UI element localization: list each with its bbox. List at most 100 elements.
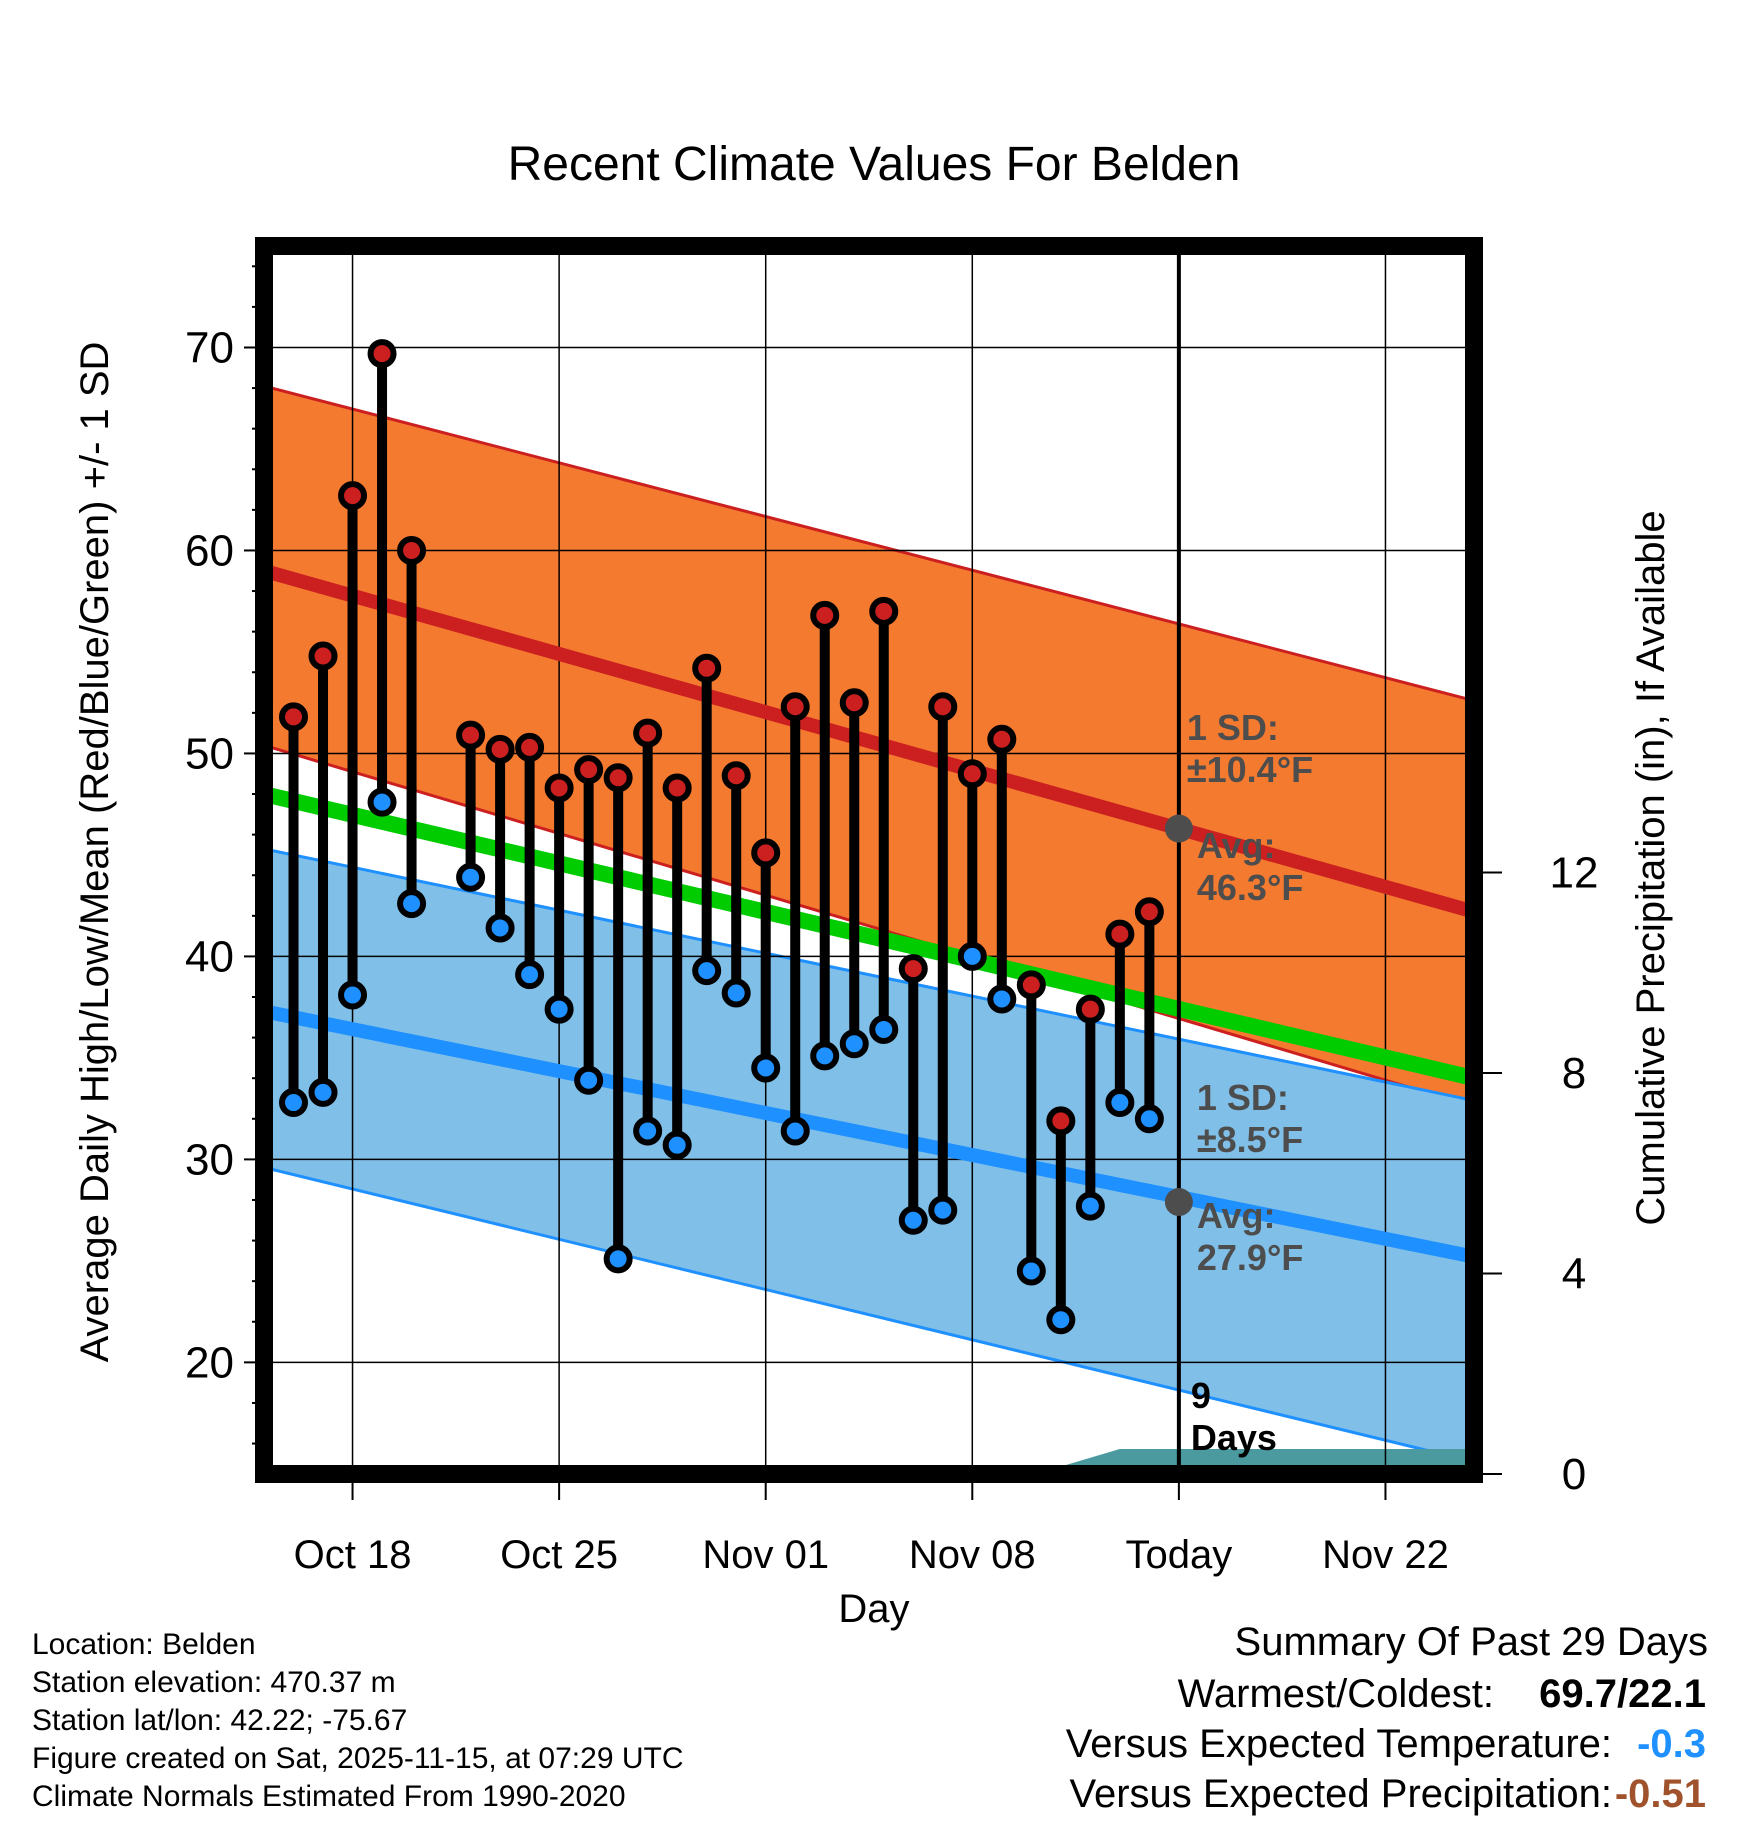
daily-high-point (1016, 970, 1046, 1000)
daily-high-point (810, 600, 840, 630)
plot-content (264, 246, 1474, 1474)
daily-low-point (485, 913, 515, 943)
x-tick-label: Nov 08 (909, 1533, 1036, 1577)
summary-temp-value: -0.3 (1637, 1722, 1706, 1766)
daily-high-point (603, 763, 633, 793)
daily-high-point (574, 755, 604, 785)
daily-low-point (1105, 1088, 1135, 1118)
days-count: 9 (1191, 1375, 1211, 1416)
daily-high-point (721, 761, 751, 791)
daily-low-point (515, 960, 545, 990)
daily-high-point (1046, 1106, 1076, 1136)
daily-low-point (574, 1065, 604, 1095)
info-location: Location: Belden (32, 1628, 256, 1661)
daily-high-point (692, 653, 722, 683)
daily-low-point (633, 1116, 663, 1146)
daily-high-point (780, 692, 810, 722)
daily-low-point (721, 978, 751, 1008)
axes: 20 30 40 50 60 70 0 4 8 12 Oct 18 Oct 25 Nov 01 Nov 0… (185, 237, 1599, 1577)
daily-low-point (987, 984, 1017, 1014)
daily-high-point (1134, 897, 1164, 927)
info-elevation: Station elevation: 470.37 m (32, 1666, 396, 1699)
daily-low-point (839, 1029, 869, 1059)
daily-high-point (898, 954, 928, 984)
daily-high-point (662, 773, 692, 803)
chart-title: Recent Climate Values For Belden (508, 138, 1241, 191)
low-sd-label: 1 SD: (1197, 1077, 1289, 1118)
high-avg-line (264, 564, 1474, 919)
y2-axis-label: Cumulative Precipitation (in), If Availa… (1629, 510, 1673, 1225)
plot-frame (255, 237, 1483, 1483)
daily-high-point (485, 734, 515, 764)
daily-high-point (839, 688, 869, 718)
summary-precip-label: Versus Expected Precipitation: (1069, 1772, 1612, 1816)
daily-low-point (1134, 1104, 1164, 1134)
daily-low-point (751, 1053, 781, 1083)
low-sd-lower-line (264, 1166, 1474, 1464)
daily-high-point (1075, 994, 1105, 1024)
daily-low-point (456, 862, 486, 892)
low-avg-line (264, 1004, 1474, 1264)
daily-low-point (308, 1077, 338, 1107)
daily-high-point (544, 773, 574, 803)
y-tick-label: 40 (185, 932, 234, 981)
daily-low-point (692, 956, 722, 986)
info-normals-period: Climate Normals Estimated From 1990-2020 (32, 1780, 626, 1813)
daily-high-point (957, 759, 987, 789)
y2-tick-label: 4 (1562, 1250, 1586, 1299)
x-axis-label: Day (838, 1587, 909, 1631)
daily-low-point (869, 1014, 899, 1044)
summary-temp-label: Versus Expected Temperature: (1065, 1722, 1612, 1766)
x-tick-label: Oct 25 (500, 1533, 618, 1577)
daily-low-point (338, 980, 368, 1010)
x-tick-label: Nov 22 (1322, 1533, 1449, 1577)
y2-tick-label: 0 (1562, 1450, 1586, 1499)
info-created: Figure created on Sat, 2025-11-15, at 07… (32, 1742, 684, 1775)
high-sd-upper-line (264, 384, 1474, 703)
y-tick-label: 70 (185, 323, 234, 372)
daily-high-point (633, 718, 663, 748)
x-tick-label: Oct 18 (294, 1533, 412, 1577)
daily-high-point (869, 596, 899, 626)
y-tick-label: 20 (185, 1338, 234, 1387)
daily-low-point (1075, 1191, 1105, 1221)
daily-low-point (603, 1244, 633, 1274)
daily-low-point (367, 787, 397, 817)
daily-low-point (780, 1116, 810, 1146)
daily-low-point (928, 1195, 958, 1225)
daily-high-point (987, 724, 1017, 754)
summary-warmest-coldest-value: 69.7/22.1 (1539, 1672, 1706, 1716)
low-sd-value: ±8.5°F (1197, 1119, 1303, 1160)
y-axis-label: Average Daily High/Low/Mean (Red/Blue/Gr… (73, 342, 117, 1363)
daily-low-point (957, 941, 987, 971)
daily-high-point (367, 339, 397, 369)
days-unit: Days (1191, 1417, 1277, 1458)
low-avg-label: Avg: (1197, 1195, 1276, 1236)
daily-low-point (544, 994, 574, 1024)
daily-high-point (515, 732, 545, 762)
daily-low-point (1016, 1256, 1046, 1286)
y-tick-label: 60 (185, 526, 234, 575)
summary-warmest-coldest-label: Warmest/Coldest: (1177, 1672, 1494, 1716)
y-tick-label: 30 (185, 1135, 234, 1184)
x-tick-label: Nov 01 (702, 1533, 829, 1577)
y2-tick-label: 8 (1562, 1049, 1586, 1098)
high-sd-value: ±10.4°F (1187, 749, 1313, 790)
daily-high-point (751, 838, 781, 868)
daily-high-point (456, 720, 486, 750)
daily-low-point (810, 1041, 840, 1071)
y2-tick-label: 12 (1550, 849, 1599, 898)
daily-high-point (279, 702, 309, 732)
summary-precip-value: -0.51 (1614, 1772, 1706, 1816)
daily-low-point (898, 1205, 928, 1235)
high-avg-label: Avg: (1197, 825, 1276, 866)
daily-high-point (928, 692, 958, 722)
low-avg-value: 27.9°F (1197, 1237, 1303, 1278)
x-tick-label: Today (1126, 1533, 1233, 1577)
daily-high-point (397, 535, 427, 565)
high-sd-label: 1 SD: (1187, 707, 1279, 748)
daily-low-point (662, 1130, 692, 1160)
high-avg-value: 46.3°F (1197, 867, 1303, 908)
